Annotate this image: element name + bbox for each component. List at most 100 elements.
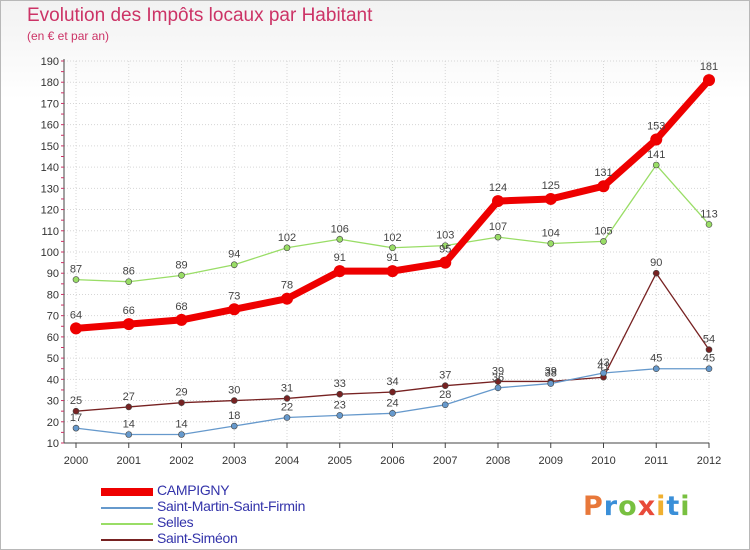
legend-swatch xyxy=(101,507,153,509)
data-label: 125 xyxy=(542,180,560,192)
data-label: 54 xyxy=(703,334,715,346)
data-label: 113 xyxy=(700,208,718,220)
data-label: 124 xyxy=(489,182,507,194)
data-label: 103 xyxy=(436,230,454,242)
x-tick-label: 2010 xyxy=(591,455,615,467)
data-point xyxy=(230,397,238,404)
data-point xyxy=(441,242,449,249)
data-point xyxy=(597,180,610,193)
data-point xyxy=(336,390,344,398)
logo-letter: r xyxy=(603,491,619,522)
data-label: 31 xyxy=(281,382,293,394)
data-label: 141 xyxy=(647,149,665,161)
y-tick-label: 40 xyxy=(47,374,59,386)
data-label: 73 xyxy=(228,290,240,302)
data-label: 17 xyxy=(70,412,82,424)
x-tick-label: 2000 xyxy=(64,455,88,467)
data-label: 102 xyxy=(278,232,296,244)
y-tick-label: 110 xyxy=(41,226,59,238)
y-tick-label: 90 xyxy=(47,268,59,280)
data-label: 106 xyxy=(331,223,349,235)
legend-swatch xyxy=(101,488,153,496)
chart-title: Evolution des Impôts locaux par Habitant xyxy=(27,5,373,26)
data-point xyxy=(178,431,185,438)
data-label: 94 xyxy=(228,249,240,261)
data-label: 86 xyxy=(123,266,135,278)
data-label: 27 xyxy=(123,391,135,403)
data-label: 181 xyxy=(700,61,718,73)
data-label: 68 xyxy=(175,301,187,313)
legend-label: Saint-Martin-Saint-Firmin xyxy=(157,498,306,514)
data-label: 23 xyxy=(334,399,346,411)
data-label: 45 xyxy=(650,353,662,365)
data-point xyxy=(175,313,188,326)
data-label: 107 xyxy=(489,221,507,233)
data-point xyxy=(230,261,238,269)
data-point xyxy=(283,414,291,421)
logo-letter: o xyxy=(618,491,638,522)
data-point xyxy=(283,244,291,252)
data-point xyxy=(178,272,185,279)
data-point xyxy=(389,409,396,417)
y-tick-label: 60 xyxy=(47,332,59,344)
data-label: 36 xyxy=(492,372,504,384)
x-tick-label: 2001 xyxy=(117,455,141,467)
y-tick-label: 70 xyxy=(47,311,59,323)
y-tick-label: 80 xyxy=(47,289,59,301)
y-tick-label: 150 xyxy=(41,141,59,153)
y-tick-label: 170 xyxy=(41,98,59,110)
data-label: 38 xyxy=(545,368,557,380)
data-label: 45 xyxy=(703,353,715,365)
data-point xyxy=(122,318,135,331)
data-point xyxy=(705,346,713,353)
data-label: 105 xyxy=(594,225,612,237)
legend-label: Selles xyxy=(157,514,194,530)
data-point xyxy=(336,235,344,243)
data-label: 14 xyxy=(175,419,187,431)
data-label: 66 xyxy=(123,305,135,317)
data-point xyxy=(600,238,607,245)
legend-label: Saint-Siméon xyxy=(157,530,238,546)
data-label: 24 xyxy=(386,397,398,409)
data-point xyxy=(600,369,607,377)
data-label: 39 xyxy=(545,365,557,377)
data-label: 95 xyxy=(439,244,451,256)
data-label: 18 xyxy=(228,410,240,422)
data-point xyxy=(72,276,80,283)
legend-label: CAMPIGNY xyxy=(157,482,230,498)
data-point xyxy=(178,399,185,406)
data-label: 91 xyxy=(334,252,346,264)
series-layer xyxy=(70,74,715,438)
data-point xyxy=(650,133,663,146)
data-point xyxy=(547,380,555,387)
logo-letter: i xyxy=(680,491,691,522)
data-label: 34 xyxy=(386,376,398,388)
data-label: 91 xyxy=(386,252,398,264)
data-label: 87 xyxy=(70,264,82,276)
data-point xyxy=(281,292,293,305)
axis-layer: 10 20 30 40 50 60 70 80 90 100 110 120 130 140 150 160 1… xyxy=(41,56,722,467)
chart-subtitle: (en € et par an) xyxy=(27,29,110,43)
data-label: 29 xyxy=(175,387,187,399)
proxiti-logo: Proxiti xyxy=(583,491,691,522)
logo-letter: t xyxy=(666,491,681,522)
x-tick-label: 2008 xyxy=(486,455,510,467)
data-point xyxy=(652,365,660,373)
data-label: 28 xyxy=(439,389,451,401)
logo-letter: P xyxy=(583,491,604,522)
legend-swatch xyxy=(101,539,153,541)
y-tick-label: 30 xyxy=(47,396,59,408)
data-label: 22 xyxy=(281,402,293,414)
x-tick-label: 2011 xyxy=(644,455,668,467)
data-point xyxy=(336,412,344,419)
y-tick-label: 180 xyxy=(41,77,59,89)
data-label: 78 xyxy=(281,280,293,292)
y-tick-label: 10 xyxy=(47,438,59,450)
data-point xyxy=(544,192,557,205)
data-point xyxy=(652,269,660,277)
data-point xyxy=(703,74,715,87)
data-label: 14 xyxy=(123,419,135,431)
data-label: 25 xyxy=(70,395,82,407)
data-point xyxy=(441,401,449,409)
